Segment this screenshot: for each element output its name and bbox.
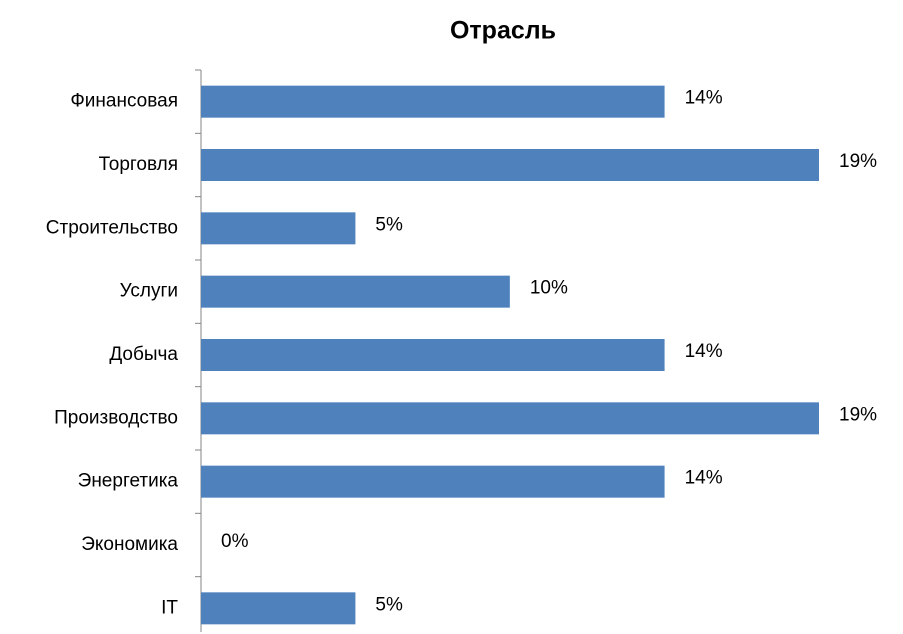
data-label: 19% [839, 404, 877, 425]
data-label: 5% [375, 214, 403, 235]
bar [201, 149, 819, 181]
data-label: 10% [530, 278, 568, 299]
y-tick-label: Экономика [81, 534, 178, 555]
data-label: 14% [685, 88, 723, 109]
data-label: 14% [685, 341, 723, 362]
y-tick-label: Добыча [109, 344, 178, 365]
bar [201, 85, 665, 118]
bar [201, 465, 665, 498]
bar [201, 402, 819, 435]
bar [201, 592, 356, 625]
data-label: 0% [221, 531, 249, 552]
bar [201, 275, 510, 308]
chart-title: Отрасль [450, 17, 556, 45]
y-tick-label: Строительство [46, 217, 178, 238]
y-tick-label: Услуги [120, 281, 178, 302]
y-tick-label: Торговля [99, 154, 178, 175]
y-tick-label: IT [161, 597, 178, 618]
bar [201, 212, 356, 245]
bar [201, 339, 665, 371]
y-tick-label: Финансовая [70, 91, 178, 112]
data-label: 14% [685, 468, 723, 489]
data-label: 19% [839, 151, 877, 172]
data-label: 5% [375, 594, 403, 615]
y-tick-label: Энергетика [78, 471, 179, 492]
y-tick-label: Производство [54, 407, 178, 428]
